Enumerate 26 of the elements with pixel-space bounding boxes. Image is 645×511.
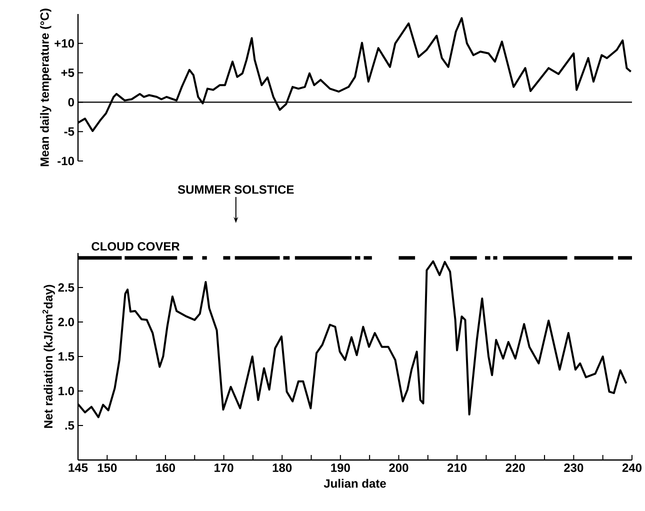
y-tick-label: .5	[65, 421, 74, 430]
x-tick-label: 220	[506, 464, 525, 472]
y-axis-title: Net radiation (kJ/cm$^{2}$day)	[42, 284, 55, 428]
x-tick-label: 210	[447, 464, 467, 472]
y-axis-title: Mean daily temperature (°C)	[40, 8, 52, 166]
x-tick-label: 190	[331, 464, 350, 472]
x-axis-title: Julian date	[324, 478, 386, 488]
y-tick-label: 1.0	[58, 386, 74, 396]
x-tick-label: 160	[156, 464, 175, 472]
x-tick-label: 150	[98, 464, 117, 472]
y-tick-label: 1.5	[58, 352, 74, 361]
y-tick-label: +10	[54, 39, 74, 48]
x-tick-label: 180	[272, 464, 292, 472]
y-tick-label: 0	[68, 98, 74, 106]
x-tick-label: 240	[622, 464, 642, 472]
y-tick-label: 2.0	[58, 318, 74, 326]
y-tick-label: +5	[61, 68, 74, 77]
x-tick-label: 230	[564, 464, 584, 472]
series-label: CLOUD COVER	[92, 242, 180, 251]
x-tick-label: 170	[214, 464, 234, 472]
y-tick-label: -5	[64, 127, 74, 136]
text: SUMMER SOLSTICE	[178, 185, 294, 194]
x-tick-label: 200	[389, 464, 408, 472]
x-tick-label: 145	[68, 464, 88, 472]
y-tick-label: 2.5	[58, 283, 74, 292]
y-tick-label: -10	[58, 156, 74, 166]
